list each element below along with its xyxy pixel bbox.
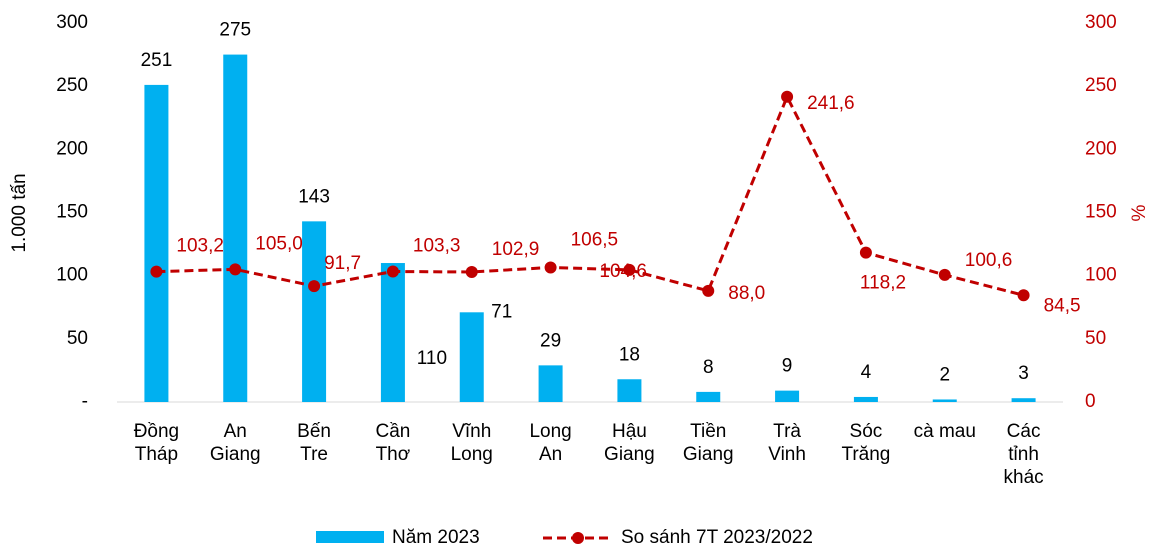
bar bbox=[302, 221, 327, 402]
bar-value-label: 275 bbox=[219, 20, 251, 41]
legend-swatch bbox=[316, 531, 384, 543]
legend-label: So sánh 7T 2023/2022 bbox=[621, 527, 813, 546]
line-value-label: 84,5 bbox=[1044, 295, 1081, 316]
y-tick-label: 100 bbox=[56, 265, 88, 286]
line-value-label: 103,3 bbox=[413, 236, 461, 257]
line-value-label: 91,7 bbox=[324, 253, 361, 274]
bar bbox=[144, 84, 169, 403]
line-point bbox=[308, 280, 321, 293]
x-tick-label: Hậu Giang bbox=[604, 421, 655, 465]
bar-value-label: 8 bbox=[703, 357, 714, 378]
bar-value-label: 71 bbox=[491, 301, 512, 322]
x-tick-label: Các tỉnh khác bbox=[1003, 421, 1044, 488]
line bbox=[156, 93, 1024, 297]
x-tick-label: Vĩnh Long bbox=[450, 421, 493, 465]
bar bbox=[223, 54, 248, 402]
bar-value-label: 110 bbox=[417, 348, 447, 369]
line-point bbox=[150, 265, 163, 278]
line-point bbox=[702, 284, 715, 297]
x-tick-label: Cần Thơ bbox=[375, 421, 411, 465]
x-tick-label: Trà Vinh bbox=[768, 421, 806, 465]
y2-tick-label: 50 bbox=[1085, 328, 1106, 349]
line-value-label: 104,6 bbox=[599, 261, 647, 282]
line-point bbox=[623, 263, 636, 276]
y-tick-label: - bbox=[82, 391, 88, 412]
bar-value-label: 2 bbox=[939, 364, 950, 385]
y2-axis-label: % bbox=[1129, 204, 1150, 221]
line-point bbox=[859, 246, 872, 259]
y2-tick-label: 200 bbox=[1085, 138, 1117, 159]
x-tick-label: Sóc Trăng bbox=[841, 421, 891, 465]
y-axis-label: 1.000 tấn bbox=[9, 173, 30, 252]
bar bbox=[696, 391, 721, 402]
x-tick-label: An Giang bbox=[209, 421, 261, 465]
line-value-label: 100,6 bbox=[965, 250, 1013, 271]
line-value-label: 102,9 bbox=[492, 239, 540, 260]
bar-value-label: 143 bbox=[298, 186, 330, 207]
y-tick-label: 50 bbox=[67, 328, 88, 349]
bar-value-label: 18 bbox=[619, 344, 640, 365]
bar bbox=[853, 396, 878, 402]
line-point bbox=[781, 90, 794, 103]
bar bbox=[932, 399, 957, 402]
bar-value-label: 4 bbox=[861, 362, 872, 383]
line-point bbox=[1017, 289, 1030, 302]
bar bbox=[617, 379, 642, 402]
y2-tick-label: 250 bbox=[1085, 75, 1117, 96]
x-tick-label: Đồng Tháp bbox=[133, 421, 180, 465]
line-point bbox=[386, 265, 399, 278]
bar bbox=[538, 365, 563, 402]
y-tick-label: 150 bbox=[56, 202, 88, 223]
y2-tick-label: 150 bbox=[1085, 202, 1117, 223]
bar-value-label: 251 bbox=[141, 50, 173, 71]
bar bbox=[775, 390, 800, 402]
line-value-label: 88,0 bbox=[728, 283, 765, 304]
line-point bbox=[465, 266, 478, 279]
x-tick-label: cà mau bbox=[913, 421, 976, 442]
y2-tick-label: 0 bbox=[1085, 391, 1096, 412]
y-tick-label: 300 bbox=[56, 12, 88, 33]
y2-tick-label: 100 bbox=[1085, 265, 1117, 286]
bar bbox=[1011, 398, 1036, 402]
line-point bbox=[544, 261, 557, 274]
x-tick-label: Long An bbox=[529, 421, 572, 465]
line-value-label: 106,5 bbox=[571, 229, 619, 250]
line-value-label: 241,6 bbox=[807, 93, 855, 114]
legend-label: Năm 2023 bbox=[392, 527, 480, 546]
y2-tick-label: 300 bbox=[1085, 12, 1117, 33]
x-tick-label: Tiền Giang bbox=[682, 421, 734, 465]
y-tick-label: 200 bbox=[56, 138, 88, 159]
bar-value-label: 9 bbox=[782, 356, 793, 377]
bar-value-label: 29 bbox=[540, 330, 561, 351]
x-tick-label: Bến Tre bbox=[297, 421, 331, 465]
line-value-label: 103,2 bbox=[176, 236, 224, 257]
y-tick-label: 250 bbox=[56, 75, 88, 96]
line-point bbox=[938, 268, 951, 281]
line-point bbox=[229, 263, 242, 276]
legend-marker bbox=[572, 532, 584, 544]
bar-value-label: 3 bbox=[1018, 363, 1029, 384]
line-value-label: 118,2 bbox=[860, 273, 906, 294]
bar bbox=[459, 312, 484, 402]
bar bbox=[380, 263, 405, 402]
line-value-label: 105,0 bbox=[255, 233, 303, 254]
